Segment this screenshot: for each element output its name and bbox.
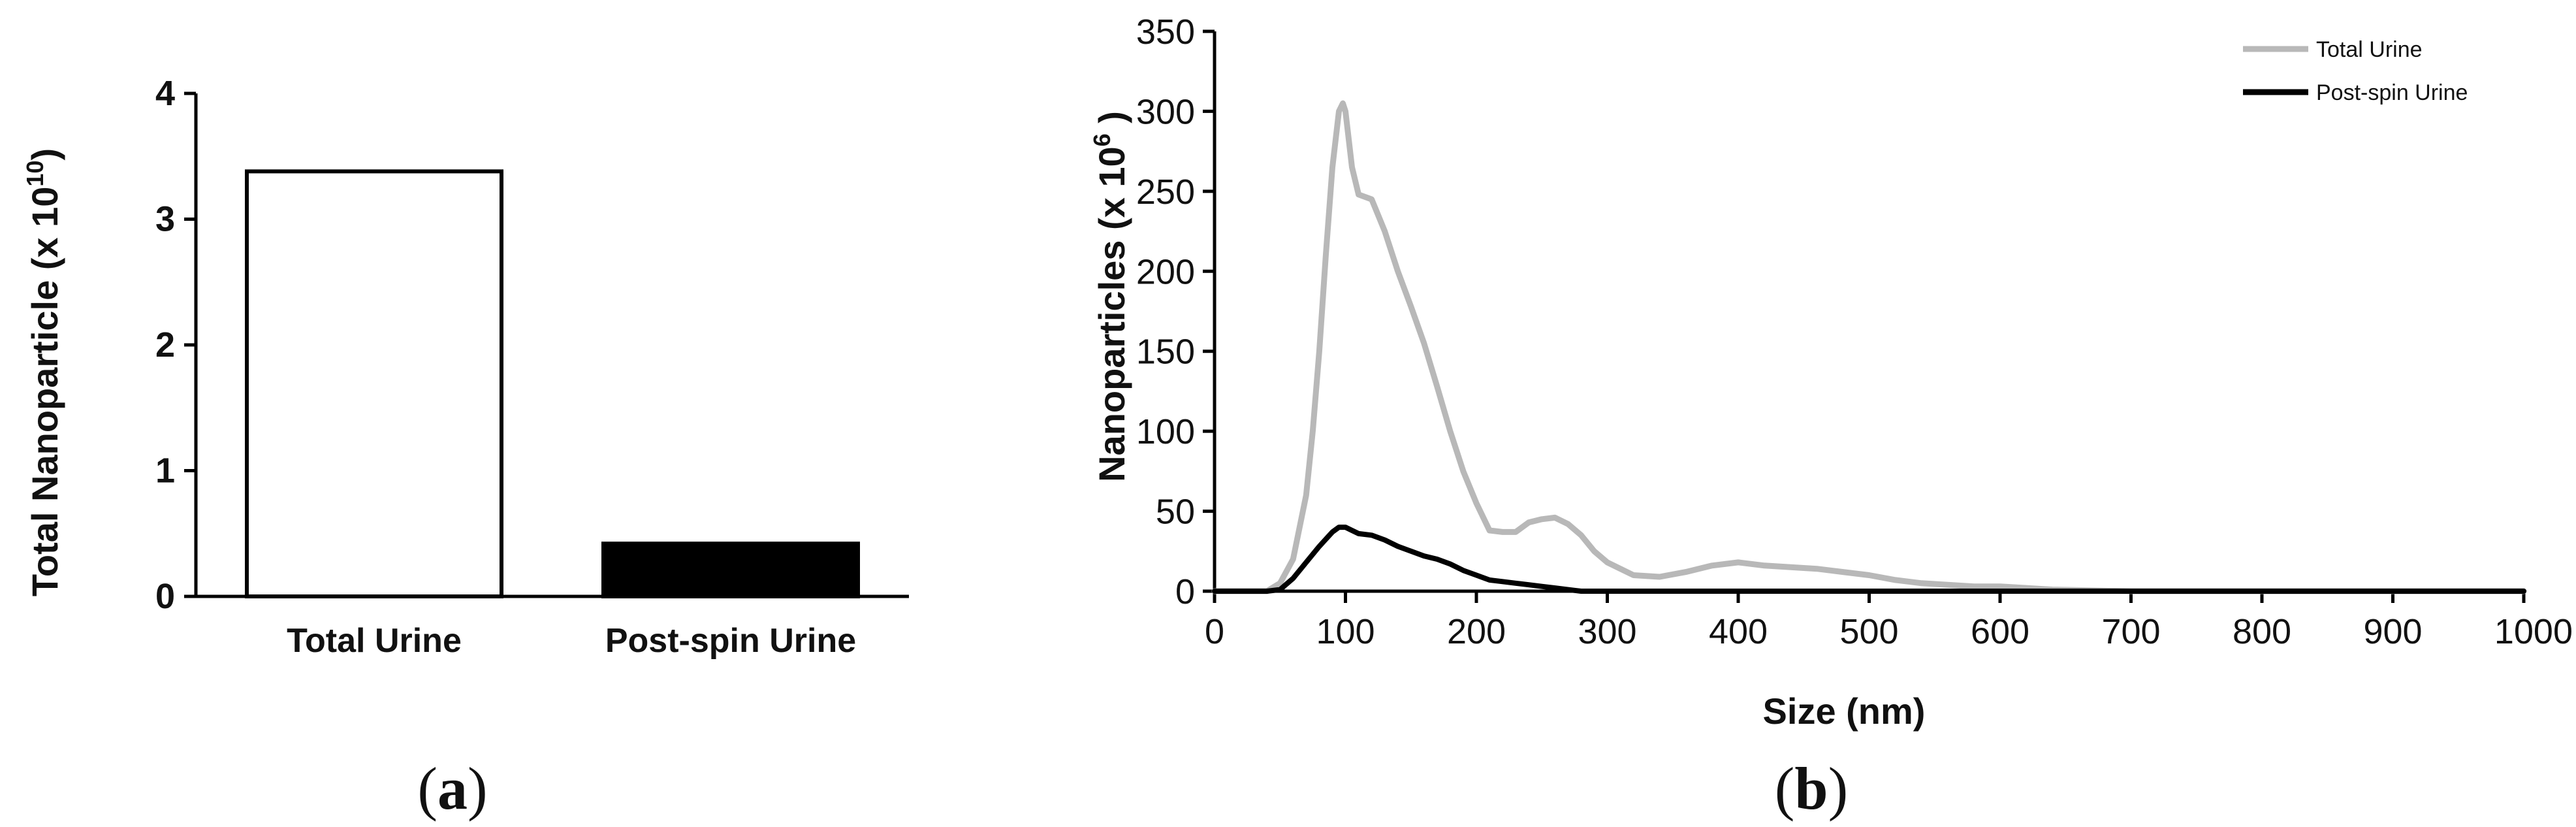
- panel-b-y-tick-label: 0: [1175, 572, 1195, 611]
- panel-b-legend-label-1: Total Urine: [2316, 37, 2423, 62]
- panel-a-y-tick-label: 3: [155, 200, 175, 239]
- panel-b-x-tick-label: 100: [1316, 612, 1375, 651]
- panel-b-legend: Total Urine Post-spin Urine: [2243, 37, 2468, 105]
- panel-b-y-axis-label-exponent: 6: [1089, 133, 1115, 146]
- panel-b-series-line-1: [1211, 100, 2527, 594]
- panel-a-bars: [245, 169, 860, 599]
- panel-b-series-line-2: [1212, 525, 2526, 594]
- panel-b-x-tick-label: 700: [2101, 612, 2160, 651]
- panel-b-x-tick-label: 500: [1839, 612, 1898, 651]
- panel-b-label-letter: b: [1794, 755, 1828, 822]
- panel-a-y-tick-label: 4: [155, 74, 175, 113]
- panel-b-y-tick-label: 250: [1136, 172, 1195, 212]
- panel-b-label: (b): [1775, 755, 1848, 822]
- panel-b-x-tick-label: 800: [2233, 612, 2291, 651]
- panel-b-y-tick-label: 150: [1136, 332, 1195, 372]
- panel-a-bar-chart: Total Nanoparticle (x 1010) 0 1 2 3 4 Total …: [22, 74, 909, 822]
- panel-a-category-label: Total Urine: [287, 622, 462, 660]
- panel-a-label: (a): [417, 755, 487, 822]
- panel-b-y-tick-label: 350: [1136, 12, 1195, 52]
- panel-b-x-tick-label: 300: [1578, 612, 1636, 651]
- panel-a-y-axis-label-exponent: 10: [22, 161, 48, 187]
- panel-b-y-axis-label-close: ): [1091, 111, 1132, 133]
- panel-b-x-axis-label: Size (nm): [1763, 690, 1926, 732]
- panel-a-y-tick-label: 2: [155, 325, 175, 365]
- panel-a-category-label: Post-spin Urine: [605, 622, 856, 660]
- panel-b-x-tick-label: 900: [2363, 612, 2422, 651]
- panel-b-x-tick-label: 1000: [2494, 612, 2573, 651]
- panel-a-y-tick-label: 0: [155, 577, 175, 616]
- panel-b-x-ticks: 0 100 200 300 400 500 600 700 800 900 1000: [1205, 591, 2573, 651]
- panel-b-x-tick-label: 200: [1447, 612, 1506, 651]
- panel-a-y-axis-label-text: Total Nanoparticle (x 10: [24, 187, 65, 597]
- panel-a-y-ticks: 0 1 2 3 4: [155, 74, 196, 616]
- panel-b-y-axis-label: Nanoparticles (x 106 ): [1089, 111, 1132, 482]
- panel-a-category-labels: Total Urine Post-spin Urine: [287, 622, 856, 660]
- panel-a-y-axis-label: Total Nanoparticle (x 1010): [22, 148, 65, 596]
- panel-b-y-ticks: 0 50 100 150 200 250 300 350: [1136, 12, 1215, 611]
- panel-b-legend-label-2: Post-spin Urine: [2316, 80, 2468, 105]
- panel-b-line-chart: Nanoparticles (x 106 ) 0 50 100 150 200 250 30…: [1089, 12, 2573, 822]
- panel-a-label-letter: a: [437, 755, 468, 822]
- panel-b-y-tick-label: 200: [1136, 252, 1195, 291]
- panel-a-bar-2: [601, 542, 860, 599]
- panel-a-bar-1: [245, 169, 503, 599]
- panel-b-y-tick-label: 50: [1156, 493, 1195, 532]
- panel-b-x-tick-label: 400: [1709, 612, 1768, 651]
- panel-b-x-tick-label: 600: [1971, 612, 2029, 651]
- panel-a-y-tick-label: 1: [155, 451, 175, 491]
- panel-b-x-tick-label: 0: [1205, 612, 1224, 651]
- panel-b-y-axis-label-text: Nanoparticles (x 10: [1091, 146, 1132, 482]
- panel-b-series-lines: [1211, 100, 2527, 594]
- panel-b-y-tick-label: 300: [1136, 92, 1195, 131]
- panel-a-y-axis-label-close: ): [24, 148, 65, 161]
- panel-b-y-tick-label: 100: [1136, 412, 1195, 451]
